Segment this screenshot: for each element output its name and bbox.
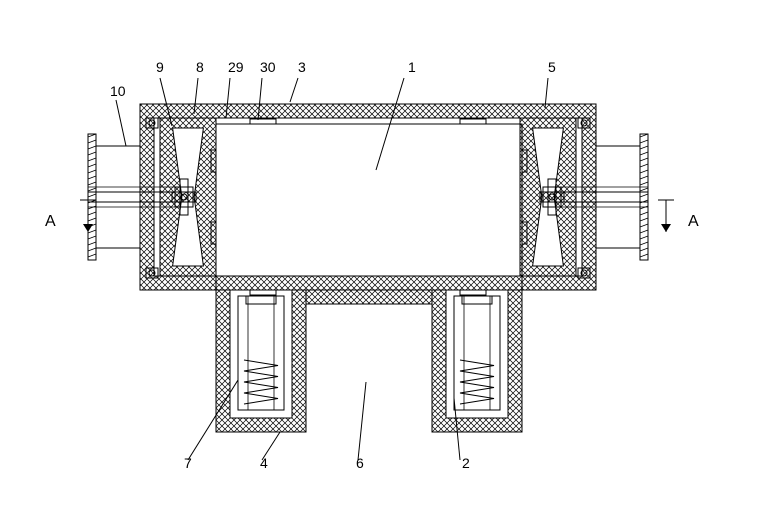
callout-29: 29 xyxy=(228,59,244,75)
callout-30: 30 xyxy=(260,59,276,75)
leg-wall-left xyxy=(216,290,306,432)
callout-2: 2 xyxy=(462,455,470,471)
callout-9: 9 xyxy=(156,59,164,75)
spring-right xyxy=(460,360,494,404)
section-arrow-right xyxy=(661,224,671,232)
section-label-right: A xyxy=(688,213,699,230)
callout-4: 4 xyxy=(260,455,268,471)
callout-5: 5 xyxy=(548,59,556,75)
section-arrow-left xyxy=(83,224,93,232)
end-box-right xyxy=(596,146,640,248)
spring-left xyxy=(244,360,278,404)
callout-6: 6 xyxy=(356,455,364,471)
leg-wall-right xyxy=(432,290,522,432)
engineering-diagram: 1 3 5 30 29 8 9 10 7 4 6 2 A A xyxy=(0,0,767,524)
callout-10: 10 xyxy=(110,83,126,99)
callout-1: 1 xyxy=(408,59,416,75)
end-plate-left xyxy=(88,134,96,260)
section-label-left: A xyxy=(45,213,56,230)
end-box-left xyxy=(96,146,140,248)
callout-7: 7 xyxy=(184,455,192,471)
end-plate-right xyxy=(640,134,648,260)
bridge-wall xyxy=(306,290,432,304)
callout-3: 3 xyxy=(298,59,306,75)
callout-8: 8 xyxy=(196,59,204,75)
main-chamber xyxy=(216,124,522,290)
